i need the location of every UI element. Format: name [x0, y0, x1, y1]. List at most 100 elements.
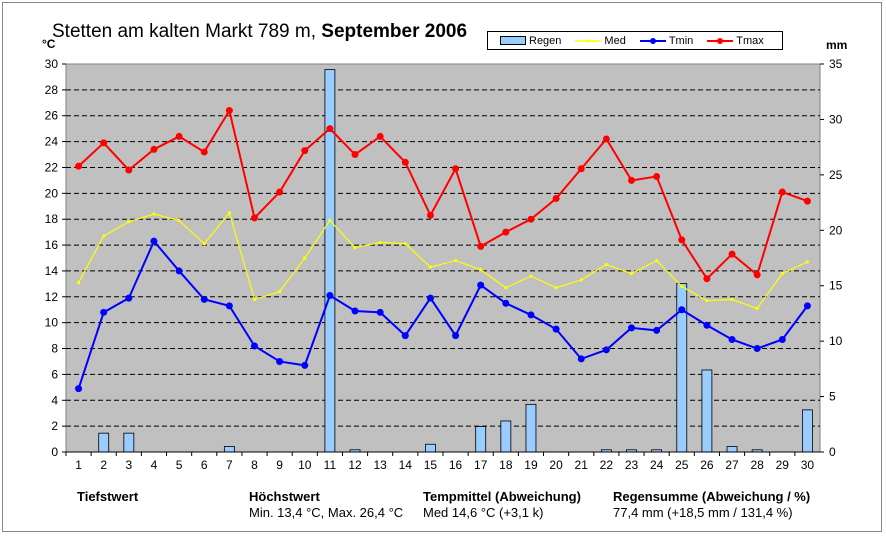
point-tmin	[477, 281, 485, 289]
x-tick-label: 26	[700, 458, 714, 472]
point-med	[378, 240, 382, 245]
footer-regen-value: 77,4 mm (+18,5 mm / 131,4 %)	[613, 505, 793, 520]
x-tick-label: 29	[776, 458, 790, 472]
point-tmin	[326, 292, 334, 300]
bar-regen	[500, 420, 512, 453]
point-med	[303, 256, 307, 260]
point-med	[278, 290, 282, 294]
legend-med: Med	[575, 35, 626, 47]
point-tmin	[502, 299, 510, 307]
footer-regen-label: Regensumme (Abweichung / %)	[613, 489, 811, 504]
point-tmax	[728, 250, 736, 258]
point-tmin	[301, 361, 309, 369]
point-med	[680, 284, 684, 289]
x-tick-label: 14	[399, 458, 413, 472]
point-med	[504, 286, 508, 290]
x-tick-label: 1	[75, 458, 82, 472]
y2-tick-label: 25	[829, 168, 843, 182]
point-med	[353, 246, 357, 250]
footer-tiefstwert: Tiefstwert	[77, 489, 138, 505]
y2-tick-label: 35	[829, 57, 843, 71]
point-tmax	[778, 188, 786, 196]
point-tmax	[602, 135, 610, 143]
footer-hoch-label: Höchstwert	[249, 489, 320, 504]
point-tmax	[653, 173, 661, 181]
y2-tick-label: 15	[829, 279, 843, 293]
x-tick-label: 8	[251, 458, 258, 472]
legend-label: Tmin	[668, 34, 694, 47]
x-tick-label: 11	[324, 458, 337, 472]
x-tick-label: 24	[650, 458, 664, 472]
point-med	[102, 234, 106, 238]
point-med	[805, 260, 810, 264]
y-tick-label: 16	[45, 238, 59, 252]
left-axis-unit: °C	[42, 37, 56, 51]
point-tmin	[577, 355, 585, 363]
footer-hoch-value: Min. 13,4 °C, Max. 26,4 °C	[249, 505, 404, 520]
point-tmin	[251, 342, 258, 350]
point-tmax	[225, 107, 233, 115]
x-tick-label: 13	[373, 458, 387, 472]
x-tick-label: 18	[499, 458, 513, 472]
y-tick-label: 30	[45, 57, 59, 71]
x-tick-label: 6	[201, 458, 208, 472]
title-period: September 2006	[321, 21, 468, 42]
point-med	[579, 278, 583, 282]
footer-temp-label: Tempmittel (Abweichung)	[423, 489, 581, 504]
y-tick-label: 22	[45, 160, 59, 174]
y2-tick-label: 10	[829, 334, 843, 348]
point-med	[428, 265, 433, 269]
y-tick-label: 10	[45, 316, 59, 330]
point-tmax	[577, 165, 585, 173]
x-tick-label: 15	[424, 458, 438, 472]
bar-regen	[425, 443, 436, 453]
point-med	[202, 242, 206, 246]
x-tick-label: 27	[725, 458, 739, 472]
point-tmax	[426, 211, 434, 219]
x-tick-label: 2	[100, 458, 107, 472]
footer-regensumme: Regensumme (Abweichung / %) 77,4 mm (+18,…	[613, 489, 810, 521]
point-tmax	[150, 145, 158, 153]
point-tmax	[100, 139, 108, 147]
line-med	[78, 211, 808, 310]
y-tick-label: 20	[45, 186, 59, 200]
y2-tick-label: 20	[829, 223, 843, 237]
x-tick-label: 17	[474, 458, 488, 472]
x-tick-label: 25	[675, 458, 689, 472]
point-med	[252, 297, 257, 301]
point-tmax	[125, 166, 133, 174]
point-med	[755, 306, 759, 311]
x-tick-label: 23	[625, 458, 639, 472]
point-tmin	[753, 345, 761, 353]
point-tmin	[678, 306, 686, 314]
y-tick-label: 6	[51, 367, 58, 381]
point-tmin	[803, 302, 811, 310]
point-tmax	[753, 271, 761, 279]
x-tick-label: 7	[226, 458, 233, 472]
bar-regen	[802, 409, 813, 453]
y2-tick-label: 30	[829, 112, 843, 126]
y-tick-label: 4	[51, 393, 58, 407]
point-tmin	[75, 385, 83, 393]
point-tmin	[452, 332, 460, 340]
y-tick-label: 0	[51, 445, 58, 459]
point-med	[177, 218, 181, 223]
y-tick-label: 28	[45, 83, 59, 97]
x-tick-label: 4	[151, 458, 158, 472]
x-tick-label: 10	[298, 458, 312, 472]
line-tmax	[77, 107, 808, 281]
footer-tief-label: Tiefstwert	[77, 489, 139, 504]
y-tick-label: 24	[45, 135, 59, 149]
point-tmin	[175, 267, 183, 275]
point-med	[655, 258, 659, 263]
bar-regen	[98, 432, 110, 453]
point-tmin	[426, 294, 434, 302]
point-tmin	[778, 335, 786, 343]
legend-regen: Regen	[500, 35, 561, 47]
point-tmin	[150, 237, 158, 245]
x-tick-label: 5	[176, 458, 183, 472]
bar-regen	[475, 426, 487, 453]
